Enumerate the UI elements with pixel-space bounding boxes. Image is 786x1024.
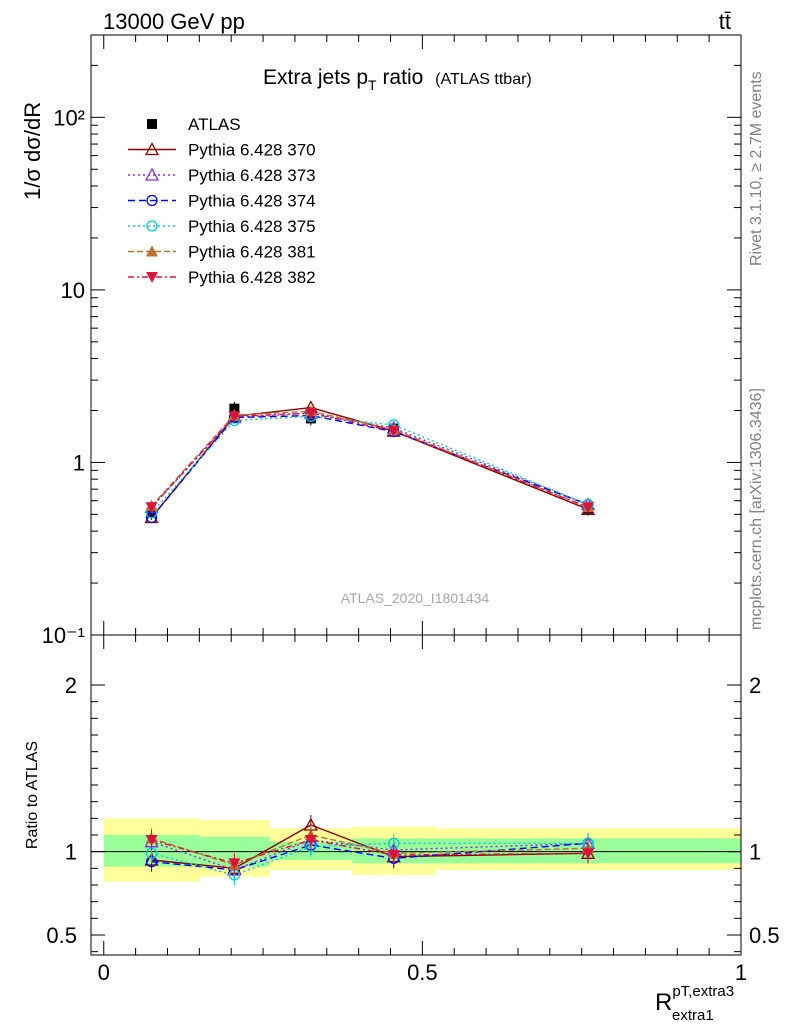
rivet-label: Rivet 3.1.10, ≥ 2.7M events — [748, 71, 765, 266]
data-point — [229, 403, 240, 414]
ratio-data-point — [145, 835, 158, 846]
data-point — [228, 411, 241, 423]
header-left-label: 13000 GeV pp — [103, 9, 245, 34]
series-line — [150, 406, 589, 518]
ratio-panel: 0.5 0.51 12 20 0.5 1 Ratio to ATLAS — [24, 634, 780, 985]
legend-label: Pythia 6.428 381 — [188, 243, 316, 262]
ratio-frame — [90, 634, 742, 956]
legend-label: Pythia 6.428 370 — [188, 141, 316, 160]
title-small: (ATLAS ttbar) — [435, 71, 532, 88]
ratio-y-tick-label-left: 2 — [65, 673, 77, 698]
data-point — [387, 426, 400, 438]
legend-marker — [146, 220, 158, 232]
legend-marker — [147, 119, 157, 129]
series-line — [151, 414, 589, 518]
series-line — [151, 410, 589, 508]
x-tick-label: 0.5 — [407, 960, 438, 985]
ratio-bands — [103, 818, 741, 882]
legend-label: Pythia 6.428 375 — [188, 217, 316, 236]
ratio-y-tick-label-left: 1 — [65, 840, 77, 865]
y-tick-label: 10⁻¹ — [42, 623, 85, 648]
watermark: ATLAS_2020_I1801434 — [341, 590, 490, 606]
y-tick-label: 10² — [53, 105, 85, 130]
ratio-data-point — [582, 848, 595, 860]
mcplots-label: mcplots.cern.ch [arXiv:1306.3436] — [748, 388, 765, 630]
ratio-data-point — [304, 835, 317, 846]
ratio-y-tick-label-left: 0.5 — [46, 923, 77, 948]
data-point — [145, 502, 158, 514]
ratio-ylabel: Ratio to ATLAS — [24, 741, 41, 849]
x-tick-label: 1 — [735, 960, 747, 985]
main-ylabel: 1/σ dσ/dR — [20, 102, 45, 200]
xlabel-main: R — [655, 989, 672, 1016]
ratio-axis-ticks: 0.5 0.51 12 20 0.5 1 — [46, 635, 780, 985]
main-data-layer — [144, 400, 596, 524]
title-sub: T — [368, 77, 377, 93]
legend-label: Pythia 6.428 374 — [188, 192, 316, 211]
legend-marker — [144, 167, 160, 181]
ratio-data-point — [228, 858, 241, 870]
legend-marker — [146, 194, 158, 207]
ratio-data-layer — [144, 815, 596, 885]
ratio-y-tick-label-right: 0.5 — [749, 923, 780, 948]
y-tick-label: 1 — [73, 450, 85, 475]
data-point — [582, 502, 595, 514]
y-tick-label: 10 — [61, 278, 85, 303]
ratio-y-tick-label-right: 1 — [749, 840, 761, 865]
main-axis-ticks: 10⁻¹ 1 10 10² — [42, 34, 742, 648]
data-point — [304, 408, 317, 420]
legend: ATLAS Pythia 6.428 370 Pythia 6.428 373 Pyt… — [128, 115, 316, 287]
series-line — [151, 412, 589, 508]
x-axis-label: RpT,extra3 — [655, 983, 734, 1016]
legend-label: Pythia 6.428 382 — [188, 268, 316, 287]
main-panel: 10⁻¹ 1 10 10² Extra jets pT ratio (ATLAS tt… — [20, 34, 742, 648]
ratio-data-point — [387, 850, 400, 861]
ratio-series-line — [151, 839, 589, 865]
title-main: Extra jets p — [263, 66, 368, 89]
xlabel-sup: pT,extra3 — [672, 983, 734, 1000]
legend-marker — [144, 142, 160, 156]
series-line — [151, 415, 589, 514]
chart-title: Extra jets pT ratio (ATLAS ttbar) — [263, 66, 532, 93]
title-rest: ratio — [377, 66, 424, 89]
header-right-label: tt̄ — [719, 9, 731, 34]
xlabel-sub: extra1 — [672, 1007, 714, 1024]
legend-label: ATLAS — [188, 115, 241, 134]
ratio-y-tick-label-right: 2 — [749, 673, 761, 698]
x-tick-label: 0 — [98, 960, 110, 985]
legend-marker — [146, 245, 158, 257]
legend-label: Pythia 6.428 373 — [188, 166, 316, 185]
legend-marker — [146, 272, 158, 283]
